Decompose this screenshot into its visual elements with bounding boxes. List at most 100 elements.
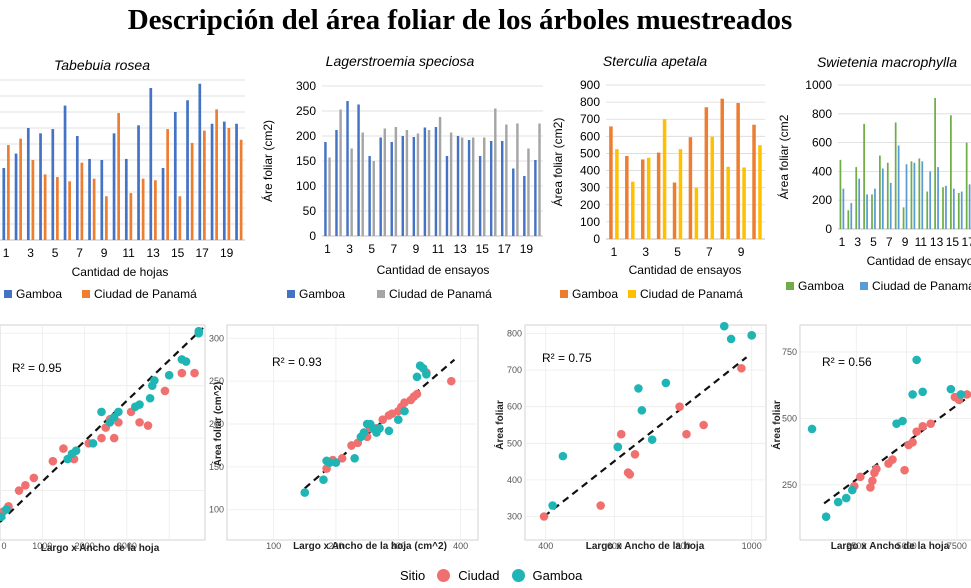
legend-title: Sitio [400,567,426,583]
bar-chart-lagerstroemia-speciosa: Lagerstroemia speciosa 0 50 100 150 200 250 300… [260,53,543,301]
point-ciudad-13 [918,422,927,431]
y-tick-label: 250 [782,480,797,490]
bar-gamboa-7 [886,162,889,229]
bar-gamboa-4 [357,104,360,236]
y-tick-label: 800 [580,95,600,109]
bar-ciudad-de-panam-19 [227,128,231,240]
bar-gamboa-12 [137,125,140,240]
bar-ciudad-de-panam-2 [339,109,342,236]
x-tick-label: 15 [171,246,185,260]
bar-ciudad-de-panam-9 [105,196,108,240]
point-ciudad-4 [21,480,30,490]
bar-ciudad-de-panam-2 [631,181,635,239]
y-axis-label: Área foliar (cm2) [550,118,565,207]
trend-line [543,356,748,518]
point-ciudad-7 [630,449,640,459]
point-ciudad-11 [908,437,917,447]
bar-ciudad-de-panam-11 [438,117,442,236]
scatter-plot-4: 2500 5000 7500 250 500 750 R² = 0.56 Largo x An… [770,324,971,552]
bar-gamboa-19 [222,121,226,240]
x-tick-label: 9 [902,235,909,249]
bar-chart-title: Sterculia apetala [603,53,708,69]
y-tick-label: 800 [812,107,832,121]
bar-ciudad-de-panam-8 [92,178,96,240]
bar-gamboa-6 [63,105,67,240]
bar-gamboa-10 [423,127,427,236]
point-gamboa-6 [350,453,359,463]
bar-gamboa-3 [26,128,30,240]
x-tick-label: 19 [520,242,534,256]
x-tick-label: 300 [391,541,406,551]
point-gamboa-15 [150,376,159,385]
x-tick-label: 3 [27,246,34,260]
point-gamboa-13 [375,423,384,433]
x-tick-label: 2000 [75,541,95,551]
y-tick-label: 600 [812,136,832,150]
bar-gamboa-1 [839,159,842,229]
point-ciudad-19 [177,368,187,378]
bar-ciudad-de-panam-6 [383,128,387,236]
point-gamboa-7 [97,407,106,417]
point-gamboa-11 [946,384,956,394]
bar-gamboa-15 [950,115,952,229]
bar-gamboa-20 [534,160,537,236]
point-ciudad-8 [675,402,684,411]
legend-label-ciudad-de-panam: Ciudad de Panamá [640,287,743,301]
bar-ciudad-de-panam-16 [190,142,194,240]
x-tick-label: 5 [674,245,681,259]
bar-gamboa-14 [467,140,471,236]
bar-ciudad-de-panam-6 [68,181,71,240]
bar-gamboa-2 [335,130,338,236]
bar-gamboa-17 [965,142,968,229]
y-axis-label: Áre foliar (cm2) [260,120,275,202]
bar-gamboa-15 [173,112,177,240]
legend-label-ciudad-de-panam: Ciudad de Panamá [389,287,492,301]
point-ciudad-17 [412,389,422,399]
y-axis-label: Área foliar (cm^2) [211,382,224,467]
x-axis-label: Cantidad de ensayos [377,263,490,277]
x-tick-label: 13 [930,235,944,249]
y-tick-label: 200 [209,419,224,429]
point-gamboa-16 [164,370,174,380]
x-tick-label: 7 [76,246,83,260]
point-gamboa-3 [833,497,843,507]
point-ciudad-3 [866,483,875,492]
bar-ciudad-de-panam-6 [881,168,884,229]
x-tick-label: 15 [476,242,490,256]
bar-gamboa-1 [609,126,613,239]
bar-ciudad-de-panam-7 [710,136,715,239]
y-axis-label: Área foliar [493,400,506,450]
bar-gamboa-6 [688,137,693,239]
bar-ciudad-de-panam-7 [394,127,398,236]
bar-ciudad-de-panam-8 [726,166,730,239]
x-tick-label: 11 [915,235,928,249]
bar-ciudad-de-panam-2 [850,203,853,229]
x-tick-label: 7 [390,242,397,256]
legend-swatch-gamboa [560,290,568,298]
y-tick-label: 0 [825,222,832,236]
bar-gamboa-2 [847,210,850,229]
bar-ciudad-de-panam-4 [361,132,364,236]
r-squared-annotation: R² = 0.95 [12,361,62,375]
bar-ciudad-de-panam-12 [449,132,453,236]
x-tick-label: 13 [453,242,467,256]
bar-ciudad-de-panam-3 [646,157,651,239]
x-axis-label: Cantidad de ensayos [629,263,742,277]
bar-ciudad-de-panam-12 [929,171,932,229]
y-tick-label: 300 [296,79,316,93]
x-tick-label: 0 [1,541,6,551]
y-tick-label: 150 [296,154,316,168]
bar-gamboa-10 [910,161,913,229]
bar-gamboa-18 [512,168,515,236]
point-ciudad-10 [97,433,106,443]
x-tick-label: 2500 [846,541,866,551]
y-tick-label: 500 [507,438,522,448]
point-ciudad-19 [446,376,456,386]
legend-label-gamboa: Gamboa [798,279,844,293]
legend-label-gamboa: Gamboa [299,287,345,301]
trend-line [823,393,971,505]
point-gamboa-18 [181,357,191,366]
point-ciudad-9 [682,429,691,439]
